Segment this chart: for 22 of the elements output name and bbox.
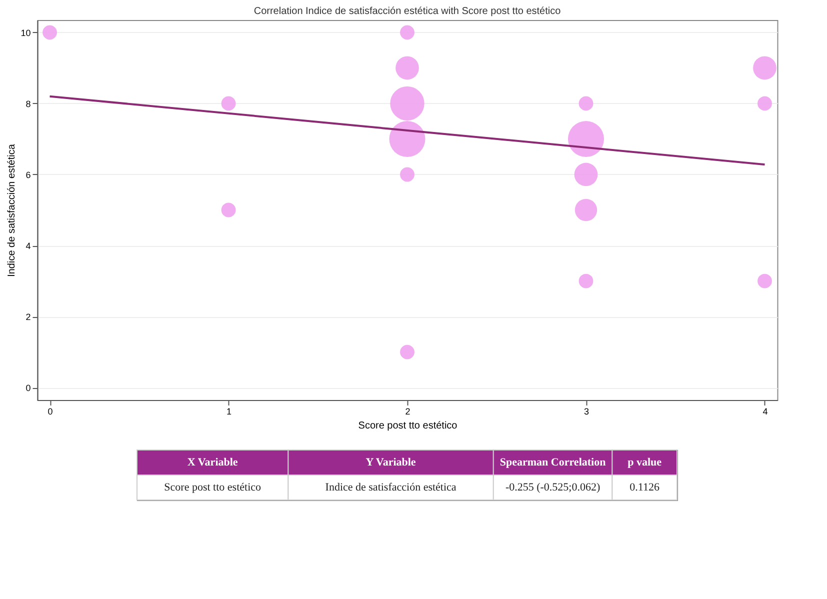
x-tick-label: 2 [405,406,410,416]
y-tick-label: 4 [26,241,31,252]
text: Spearman Correlation [500,456,606,468]
chart-title: Correlation Indice de satisfacción estética with Score post tto estético [254,6,562,17]
y-axis-title: Indice de satisfacción estética [6,144,18,277]
text: X Variable [187,456,238,468]
x-axis-title: Score post tto estético [358,420,458,432]
x-tick-label: 4 [762,406,768,416]
y-tick-label: 10 [20,28,31,38]
text: p value [628,456,662,468]
text: Y Variable [366,456,416,468]
y-tick-label: 6 [26,170,31,180]
x-tick-label: 3 [584,406,589,416]
text: Indice de satisfacción estética [325,482,456,494]
x-tick-label: 0 [48,406,53,416]
text: 0.1126 [630,482,660,494]
y-tick-label: 8 [26,98,31,109]
text: Score post tto estético [164,482,262,494]
x-tick-label: 1 [226,406,232,416]
text: -0.255 (-0.525;0.062) [505,482,600,494]
y-tick-label: 2 [26,312,31,322]
y-tick-label: 0 [26,383,31,394]
